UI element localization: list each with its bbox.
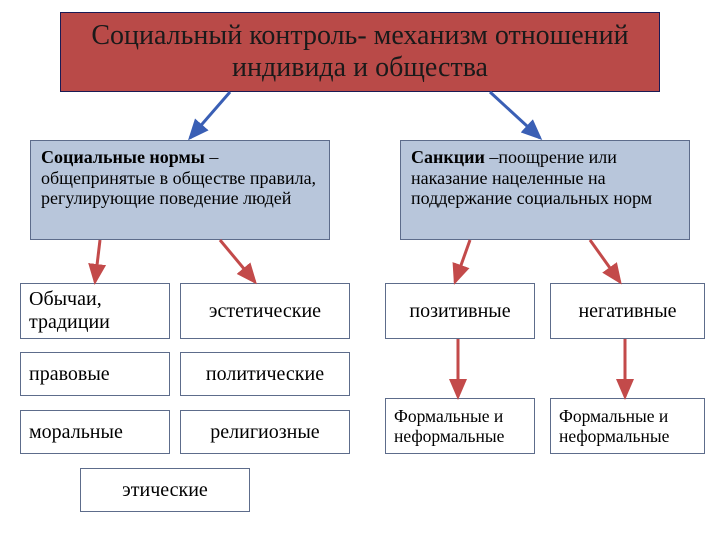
customs-box: Обычаи, традиции xyxy=(20,283,170,339)
political-box: политические xyxy=(180,352,350,396)
positive-text: позитивные xyxy=(409,300,510,323)
positive-box: позитивные xyxy=(385,283,535,339)
ethical-text: этические xyxy=(122,479,208,502)
sanctions-text: Санкции –поощрение или наказание нацелен… xyxy=(411,147,679,209)
negative-text: негативные xyxy=(578,300,676,323)
legal-box: правовые xyxy=(20,352,170,396)
title-box: Социальный контроль- механизм отношений … xyxy=(60,12,660,92)
sanctions-box: Санкции –поощрение или наказание нацелен… xyxy=(400,140,690,240)
legal-text: правовые xyxy=(29,363,110,386)
formal2-box: Формальные и неформальные xyxy=(550,398,705,454)
formal1-box: Формальные и неформальные xyxy=(385,398,535,454)
moral-box: моральные xyxy=(20,410,170,454)
aesthetic-text: эстетические xyxy=(209,300,321,323)
moral-text: моральные xyxy=(29,421,123,444)
formal2-text: Формальные и неформальные xyxy=(559,406,696,446)
norms-box: Социальные нормы – общепринятые в общест… xyxy=(30,140,330,240)
formal1-text: Формальные и неформальные xyxy=(394,406,526,446)
aesthetic-box: эстетические xyxy=(180,283,350,339)
norms-text: Социальные нормы – общепринятые в общест… xyxy=(41,147,319,209)
customs-text: Обычаи, традиции xyxy=(29,288,161,334)
title-text: Социальный контроль- механизм отношений … xyxy=(69,20,651,84)
political-text: политические xyxy=(206,363,324,386)
negative-box: негативные xyxy=(550,283,705,339)
ethical-box: этические xyxy=(80,468,250,512)
religious-box: религиозные xyxy=(180,410,350,454)
religious-text: религиозные xyxy=(210,421,319,444)
